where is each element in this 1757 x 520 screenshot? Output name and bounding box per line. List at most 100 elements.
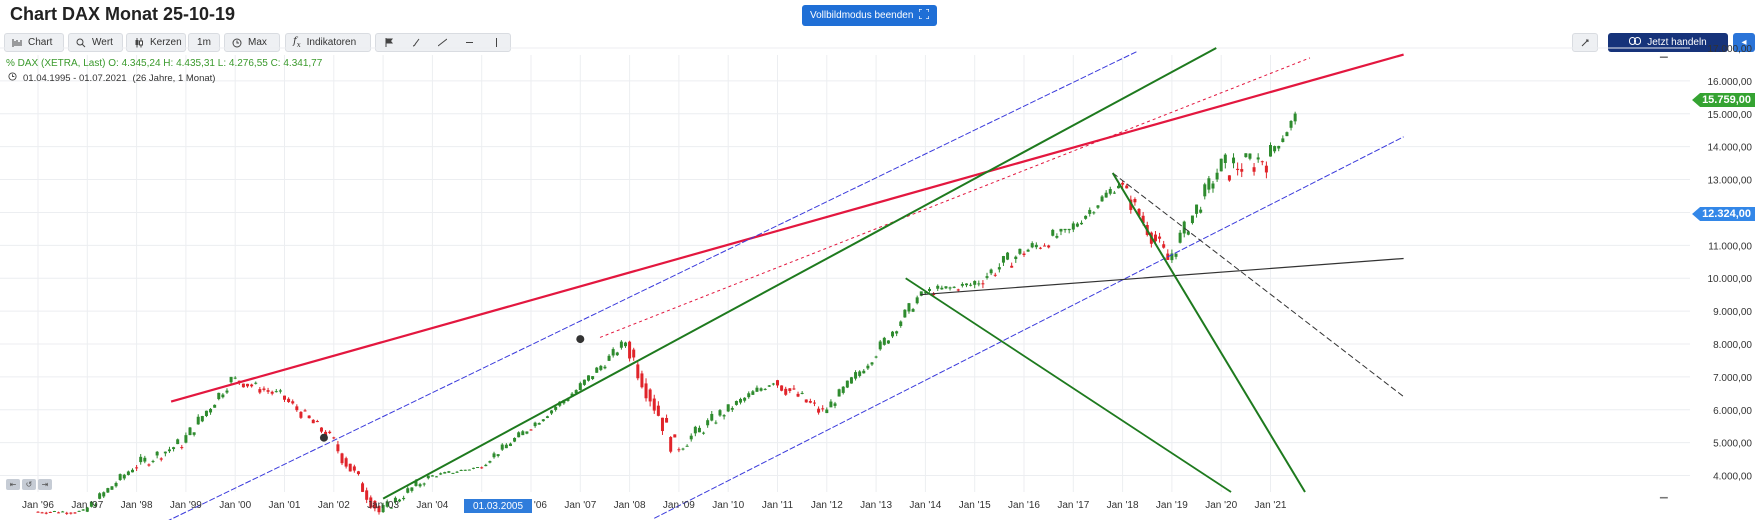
scroll-right-icon[interactable]: ⇥ bbox=[38, 479, 52, 490]
candle bbox=[40, 512, 44, 514]
candle bbox=[981, 283, 985, 285]
indicators-button[interactable]: fx Indikatoren bbox=[285, 33, 371, 52]
candle bbox=[225, 390, 229, 393]
interval-button[interactable]: 1m bbox=[188, 33, 220, 52]
candle bbox=[287, 398, 291, 403]
candle bbox=[517, 432, 521, 438]
candle bbox=[89, 501, 93, 507]
candle bbox=[69, 512, 73, 514]
candles-button[interactable]: Kerzen bbox=[126, 33, 186, 52]
uptrend-line bbox=[382, 47, 1217, 500]
candle bbox=[307, 415, 311, 419]
trade-now-button[interactable]: Jetzt handeln bbox=[1608, 33, 1728, 52]
candle bbox=[147, 464, 151, 466]
candle bbox=[854, 372, 858, 379]
drawing-tools bbox=[375, 33, 511, 52]
candle bbox=[57, 512, 61, 514]
candle bbox=[98, 493, 102, 499]
candle bbox=[1162, 244, 1166, 248]
candle bbox=[919, 291, 923, 296]
candle bbox=[443, 472, 447, 474]
candle bbox=[866, 365, 870, 369]
candle bbox=[804, 399, 808, 403]
candle bbox=[1170, 253, 1174, 261]
candle bbox=[796, 393, 800, 397]
y-tick-label: 13.000,00 bbox=[1708, 176, 1753, 187]
long-downtrend-line bbox=[905, 277, 1232, 493]
axis-scroll-down-icon[interactable]: ▁ bbox=[1660, 488, 1668, 499]
candle bbox=[977, 283, 981, 285]
scroll-left-icon[interactable]: ⇤ bbox=[6, 479, 20, 490]
trendline-icon[interactable] bbox=[430, 38, 457, 47]
chart-options-button[interactable] bbox=[1572, 33, 1598, 52]
exit-fullscreen-button[interactable]: Vollbildmodus beenden bbox=[802, 5, 938, 26]
candle bbox=[693, 426, 697, 434]
settings-icon bbox=[1580, 38, 1590, 48]
candle bbox=[102, 492, 106, 497]
candle bbox=[184, 435, 188, 443]
chart-type-button[interactable]: Chart bbox=[4, 33, 64, 52]
candle bbox=[1121, 182, 1125, 185]
candle bbox=[964, 283, 968, 286]
candle bbox=[1203, 184, 1207, 197]
range-button[interactable]: Max bbox=[224, 33, 280, 52]
candle bbox=[467, 469, 471, 471]
candle bbox=[739, 398, 743, 403]
candle bbox=[911, 309, 915, 312]
candle bbox=[1104, 192, 1108, 198]
candle bbox=[1236, 168, 1240, 171]
candle bbox=[402, 497, 406, 500]
candle bbox=[122, 474, 126, 479]
candle bbox=[1108, 189, 1112, 194]
brush-icon[interactable] bbox=[403, 38, 430, 47]
candle bbox=[356, 471, 360, 475]
chart-grid bbox=[0, 47, 1690, 492]
y-tick-label: 5.000,00 bbox=[1713, 439, 1752, 450]
candle bbox=[792, 388, 796, 390]
y-tick-label: 8.000,00 bbox=[1713, 340, 1752, 351]
candle bbox=[841, 386, 845, 393]
candle bbox=[118, 474, 122, 480]
candle bbox=[52, 510, 56, 512]
candle bbox=[65, 512, 69, 514]
candle bbox=[262, 388, 266, 390]
candle bbox=[845, 380, 849, 388]
horizontal-line-icon[interactable] bbox=[456, 38, 483, 47]
candle bbox=[1006, 252, 1010, 260]
candle bbox=[1285, 132, 1289, 137]
candle bbox=[948, 287, 952, 289]
y-tick-label: 6.000,00 bbox=[1713, 406, 1752, 417]
candle bbox=[451, 472, 455, 474]
candle bbox=[447, 471, 451, 473]
price-axis: 17.000,00 16.000,00 15.000,00 14.000,00 13.0… bbox=[1708, 44, 1753, 483]
candle bbox=[541, 419, 545, 422]
candle bbox=[426, 475, 430, 479]
reset-view-icon[interactable]: ↺ bbox=[22, 479, 36, 490]
candle bbox=[1026, 249, 1030, 252]
flag-icon[interactable] bbox=[376, 38, 403, 47]
x-tick-label: Jan '15 bbox=[959, 500, 991, 511]
candle bbox=[915, 297, 919, 304]
candle bbox=[878, 341, 882, 350]
candle bbox=[484, 464, 488, 467]
candle bbox=[776, 380, 779, 386]
range-dates: 01.04.1995 - 01.07.2021 bbox=[23, 72, 127, 84]
collapse-panel-button[interactable]: ◂ bbox=[1733, 33, 1755, 52]
axis-scroll-up-icon[interactable]: ▔ bbox=[1660, 58, 1668, 69]
candle bbox=[315, 421, 319, 423]
value-button[interactable]: Wert bbox=[68, 33, 123, 52]
candle bbox=[1281, 138, 1285, 142]
candle bbox=[940, 287, 944, 290]
x-tick-label: Jan '03 bbox=[367, 500, 399, 511]
candle bbox=[266, 390, 270, 392]
candle bbox=[1264, 165, 1268, 173]
x-tick-label: Jan '13 bbox=[860, 500, 892, 511]
vertical-line-icon[interactable] bbox=[483, 38, 510, 47]
candle bbox=[665, 417, 669, 423]
candle bbox=[1092, 212, 1096, 214]
candle bbox=[406, 488, 410, 493]
candle bbox=[903, 309, 907, 318]
candle bbox=[1047, 245, 1051, 248]
x-tick-label: Jan '07 bbox=[564, 500, 596, 511]
